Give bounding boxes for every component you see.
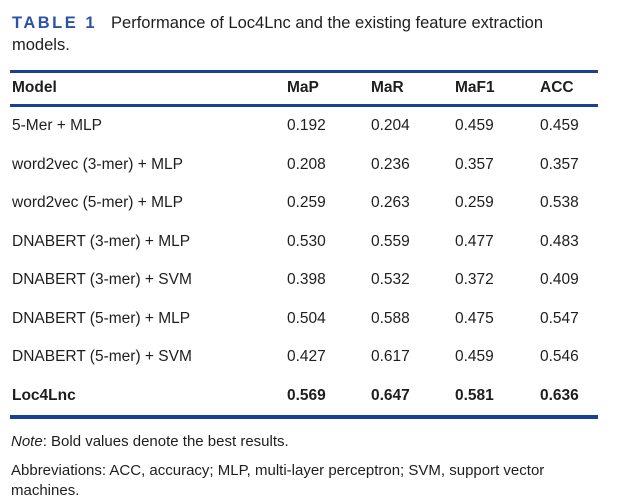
mar-value: 0.559 xyxy=(371,232,410,250)
mar-value: 0.263 xyxy=(371,194,410,212)
map-value: 0.530 xyxy=(287,232,326,250)
table-footnotes: Note: Bold values denote the best result… xyxy=(11,432,618,498)
maf1-value: 0.459 xyxy=(455,117,494,135)
table-row: word2vec (3-mer) + MLP 0.208 0.236 0.357… xyxy=(10,146,598,185)
table-number-label: TABLE 1 xyxy=(12,14,98,32)
maf1-value: 0.475 xyxy=(455,309,494,327)
table-row: DNABERT (3-mer) + SVM 0.398 0.532 0.372 … xyxy=(10,261,598,300)
table-row-loc4lnc-best: Loc4Lnc 0.569 0.647 0.581 0.636 xyxy=(10,377,598,416)
model-name: DNABERT (3-mer) + MLP xyxy=(12,232,191,250)
table-row: DNABERT (5-mer) + MLP 0.504 0.588 0.475 … xyxy=(10,300,598,339)
acc-value: 0.547 xyxy=(540,309,579,327)
abbreviations-line: Abbreviations: ACC, accuracy; MLP, multi… xyxy=(11,461,545,498)
column-header-mar: MaR xyxy=(371,79,404,96)
table-row: word2vec (5-mer) + MLP 0.259 0.263 0.259… xyxy=(10,184,598,223)
model-name: DNABERT (5-mer) + MLP xyxy=(12,309,191,327)
maf1-value: 0.372 xyxy=(455,271,494,289)
table-caption: TABLE 1 Performance of Loc4Lnc and the ex… xyxy=(12,12,578,56)
map-value: 0.569 xyxy=(287,386,326,404)
map-value: 0.398 xyxy=(287,271,326,289)
table-header-rule xyxy=(10,103,598,107)
maf1-value: 0.477 xyxy=(455,232,494,250)
acc-value: 0.409 xyxy=(540,271,579,289)
map-value: 0.259 xyxy=(287,194,326,212)
mar-value: 0.204 xyxy=(371,117,410,135)
model-name: 5-Mer + MLP xyxy=(12,117,103,135)
mar-value: 0.588 xyxy=(371,309,410,327)
table-header-row: Model MaP MaR MaF1 ACC xyxy=(10,73,598,104)
maf1-value: 0.581 xyxy=(455,386,494,404)
column-header-model: Model xyxy=(12,79,57,96)
map-value: 0.192 xyxy=(287,117,326,135)
table-top-rule xyxy=(10,70,598,73)
acc-value: 0.357 xyxy=(540,155,579,173)
maf1-value: 0.357 xyxy=(455,155,494,173)
acc-value: 0.636 xyxy=(540,386,579,404)
mar-value: 0.647 xyxy=(371,386,410,404)
maf1-value: 0.459 xyxy=(455,348,494,366)
table-row: DNABERT (5-mer) + SVM 0.427 0.617 0.459 … xyxy=(10,338,598,377)
map-value: 0.208 xyxy=(287,155,326,173)
note-text: : Bold values denote the best results. xyxy=(42,432,289,450)
table-bottom-rule xyxy=(10,415,598,419)
map-value: 0.504 xyxy=(287,309,326,327)
acc-value: 0.459 xyxy=(540,117,579,135)
acc-value: 0.483 xyxy=(540,232,579,250)
model-name: DNABERT (5-mer) + SVM xyxy=(12,348,192,366)
model-name: DNABERT (3-mer) + SVM xyxy=(12,271,192,289)
performance-table: Model MaP MaR MaF1 ACC 5-Mer + MLP 0.192… xyxy=(10,70,598,419)
acc-value: 0.538 xyxy=(540,194,579,212)
note-label: Note xyxy=(11,432,43,450)
column-header-acc: ACC xyxy=(540,79,574,96)
table-caption-text: Performance of Loc4Lnc and the existing … xyxy=(12,14,544,54)
mar-value: 0.236 xyxy=(371,155,410,173)
column-header-maf1: MaF1 xyxy=(455,79,495,96)
acc-value: 0.546 xyxy=(540,348,579,366)
model-name: word2vec (3-mer) + MLP xyxy=(12,155,183,173)
mar-value: 0.617 xyxy=(371,348,410,366)
model-name: Loc4Lnc xyxy=(12,386,76,404)
table-row: DNABERT (3-mer) + MLP 0.530 0.559 0.477 … xyxy=(10,223,598,262)
column-header-map: MaP xyxy=(287,79,319,96)
model-name: word2vec (5-mer) + MLP xyxy=(12,194,183,212)
map-value: 0.427 xyxy=(287,348,326,366)
note-line: Note: Bold values denote the best result… xyxy=(11,432,618,452)
mar-value: 0.532 xyxy=(371,271,410,289)
table-row: 5-Mer + MLP 0.192 0.204 0.459 0.459 xyxy=(10,107,598,146)
maf1-value: 0.259 xyxy=(455,194,494,212)
